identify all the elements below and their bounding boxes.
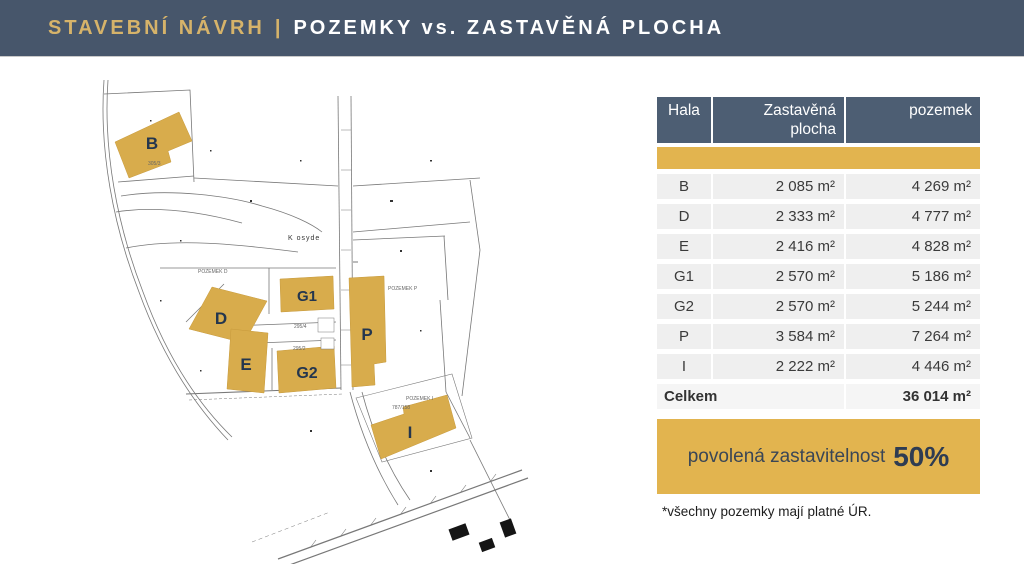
title-section: STAVEBNÍ NÁVRH bbox=[48, 16, 265, 39]
building-P-label: P bbox=[361, 325, 372, 344]
column-header-hala: Hala bbox=[657, 97, 711, 143]
building-I-label: I bbox=[408, 423, 413, 442]
map-annotations: K osyde POZEMEK D POZEMEK P POZEMEK I 30… bbox=[148, 161, 433, 411]
building-G1-shape bbox=[279, 275, 335, 313]
total-value: 36 014 m² bbox=[846, 384, 980, 409]
street-label: K osyde bbox=[288, 235, 320, 242]
table-total-row: Celkem 36 014 m² bbox=[657, 384, 980, 409]
table-row: E 2 416 m² 4 828 m² bbox=[657, 234, 980, 259]
parcel-number-2: 295/4 bbox=[294, 324, 307, 330]
map-small-buildings bbox=[448, 518, 517, 553]
table-row: B 2 085 m² 4 269 m² bbox=[657, 174, 980, 199]
cell-built-area: 2 416 m² bbox=[713, 234, 844, 259]
footnote: *všechny pozemky mají platné ÚR. bbox=[662, 504, 872, 519]
site-plan-map: B D E G1 G2 P I K osyde POZEMEK D POZEME… bbox=[85, 62, 645, 568]
table-row: I 2 222 m² 4 446 m² bbox=[657, 354, 980, 379]
callout-value: 50% bbox=[893, 440, 950, 472]
parcel-number-4: 787/158 bbox=[392, 405, 410, 411]
building-D-label: D bbox=[215, 309, 227, 328]
table-row: D 2 333 m² 4 777 m² bbox=[657, 204, 980, 229]
map-cutouts bbox=[317, 317, 335, 350]
title-subject: POZEMKY vs. ZASTAVĚNÁ PLOCHA bbox=[293, 16, 725, 39]
hall-footprints bbox=[114, 111, 457, 460]
parcel-number-3: 295/2 bbox=[293, 346, 306, 352]
parcel-label-p: POZEMEK P bbox=[388, 286, 418, 292]
cell-hala: D bbox=[657, 204, 711, 229]
parcel-label-i: POZEMEK I bbox=[406, 396, 433, 402]
total-label: Celkem bbox=[657, 384, 844, 409]
cell-hala: B bbox=[657, 174, 711, 199]
cell-plot: 5 186 m² bbox=[846, 264, 980, 289]
column-header-built-area: Zastavěná plocha bbox=[713, 97, 844, 143]
building-E-shape bbox=[226, 328, 269, 394]
table-row: G2 2 570 m² 5 244 m² bbox=[657, 294, 980, 319]
building-G2-label: G2 bbox=[296, 365, 317, 382]
building-I-shape bbox=[370, 394, 457, 460]
cell-hala: P bbox=[657, 324, 711, 349]
cell-built-area: 2 333 m² bbox=[713, 204, 844, 229]
building-D-shape bbox=[188, 286, 268, 344]
cell-plot: 4 269 m² bbox=[846, 174, 980, 199]
building-G1-label: G1 bbox=[297, 288, 317, 305]
title-divider: | bbox=[274, 16, 284, 39]
hall-labels: B D E G1 G2 P I bbox=[146, 134, 413, 442]
cell-plot: 4 777 m² bbox=[846, 204, 980, 229]
parcel-label-d: POZEMEK D bbox=[198, 269, 228, 275]
cell-built-area: 2 570 m² bbox=[713, 264, 844, 289]
callout-label: povolená zastavitelnost bbox=[687, 445, 886, 467]
cell-built-area: 3 584 m² bbox=[713, 324, 844, 349]
slide-header: STAVEBNÍ NÁVRH | POZEMKY vs. ZASTAVĚNÁ P… bbox=[0, 0, 1024, 57]
column-header-plot: pozemek bbox=[846, 97, 980, 143]
table-row: P 3 584 m² 7 264 m² bbox=[657, 324, 980, 349]
building-E-label: E bbox=[240, 355, 251, 374]
site-plan-svg: B D E G1 G2 P I K osyde POZEMEK D POZEME… bbox=[102, 79, 529, 568]
cell-hala: G2 bbox=[657, 294, 711, 319]
cell-hala: I bbox=[657, 354, 711, 379]
cell-plot: 4 828 m² bbox=[846, 234, 980, 259]
cell-plot: 5 244 m² bbox=[846, 294, 980, 319]
table-row: G1 2 570 m² 5 186 m² bbox=[657, 264, 980, 289]
cell-hala: G1 bbox=[657, 264, 711, 289]
cell-built-area: 2 085 m² bbox=[713, 174, 844, 199]
cell-built-area: 2 222 m² bbox=[713, 354, 844, 379]
building-B-shape bbox=[114, 111, 193, 179]
building-G2-shape bbox=[276, 345, 337, 394]
parcel-number-1: 305/3 bbox=[148, 161, 161, 167]
cell-hala: E bbox=[657, 234, 711, 259]
cell-plot: 7 264 m² bbox=[846, 324, 980, 349]
area-table: Hala Zastavěná plocha pozemek B 2 085 m²… bbox=[657, 97, 980, 409]
building-B-label: B bbox=[146, 134, 158, 153]
building-P-shape bbox=[348, 275, 387, 388]
gold-divider-band bbox=[657, 147, 980, 169]
cell-plot: 4 446 m² bbox=[846, 354, 980, 379]
cell-built-area: 2 570 m² bbox=[713, 294, 844, 319]
buildability-callout: povolená zastavitelnost 50% bbox=[657, 419, 980, 494]
table-header-row: Hala Zastavěná plocha pozemek bbox=[657, 97, 980, 143]
